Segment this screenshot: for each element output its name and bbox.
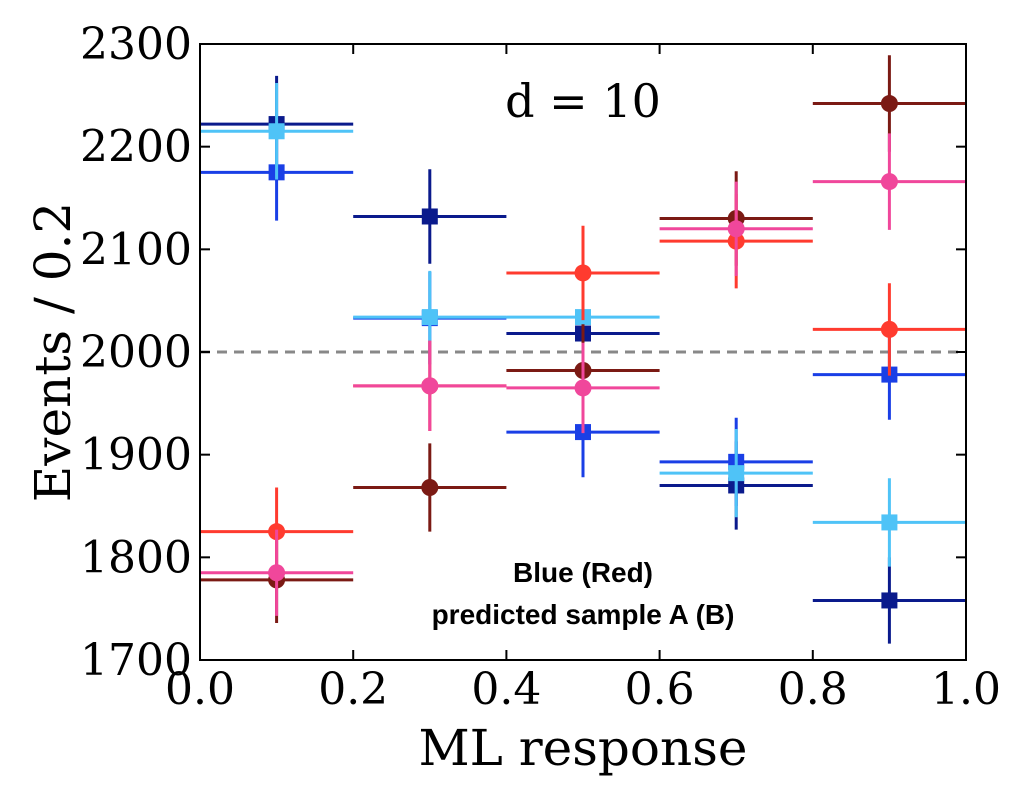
- x-axis-title: ML response: [418, 719, 747, 777]
- annotation-legend-line2: predicted sample A (B): [432, 599, 735, 630]
- series-layer: [200, 55, 966, 644]
- series-3: [200, 55, 966, 624]
- x-tick-label: 0.6: [625, 664, 695, 715]
- data-point-circle: [574, 379, 592, 397]
- x-tick-label: 0.2: [318, 664, 388, 715]
- data-point-circle: [421, 479, 439, 497]
- x-tick-label: 0.8: [778, 664, 848, 715]
- data-point-circle: [880, 95, 898, 113]
- data-point-square: [881, 592, 898, 609]
- data-point-circle: [727, 220, 745, 238]
- y-tick-label: 2300: [80, 19, 192, 70]
- y-axis-title: Events / 0.2: [24, 202, 82, 502]
- x-tick-label: 0.4: [471, 664, 541, 715]
- data-point-circle: [880, 173, 898, 191]
- y-tick-label: 2000: [80, 327, 192, 378]
- y-tick-label: 2200: [80, 122, 192, 173]
- ticks-layer: 0.0 0.2 0.4 0.6 0.8 1.0 1700 1800 1900 2000 2100 22…: [80, 19, 1001, 715]
- series-5: [200, 133, 966, 616]
- data-point-circle: [880, 320, 898, 338]
- y-tick-label: 2100: [80, 224, 192, 275]
- data-point-square: [728, 465, 745, 482]
- y-tick-label: 1700: [80, 635, 192, 686]
- data-point-square: [421, 208, 438, 225]
- data-point-circle: [574, 264, 592, 282]
- data-point-circle: [421, 377, 439, 395]
- data-point-square: [881, 514, 898, 531]
- annotation-legend-line1: Blue (Red): [513, 557, 653, 588]
- data-point-square: [421, 309, 438, 326]
- y-tick-label: 1800: [80, 532, 192, 583]
- y-tick-label: 1900: [80, 430, 192, 481]
- annotation-d-value: d = 10: [505, 74, 661, 128]
- data-point-circle: [268, 564, 286, 582]
- data-point-square: [268, 123, 285, 140]
- x-tick-label: 0.0: [165, 664, 235, 715]
- x-tick-label: 1.0: [931, 664, 1001, 715]
